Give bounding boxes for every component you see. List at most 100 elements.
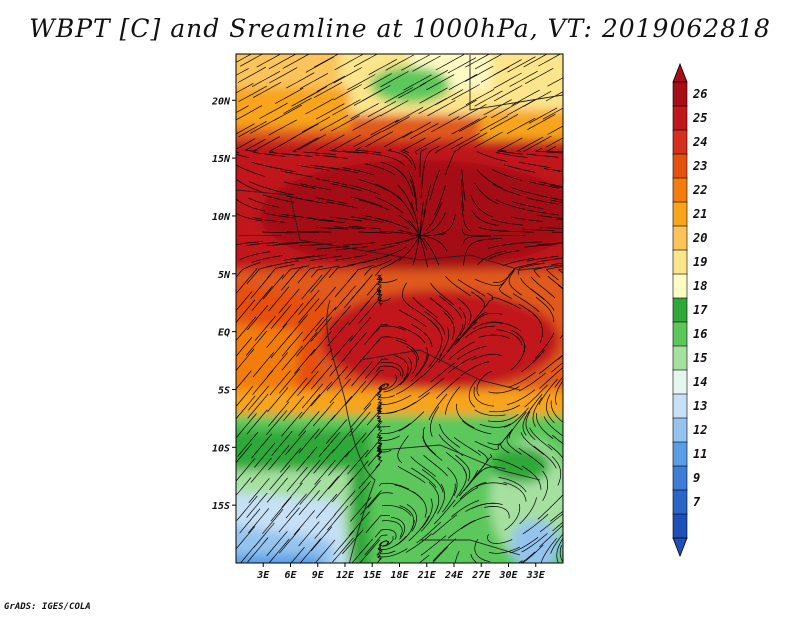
streamline <box>465 89 495 106</box>
streamline <box>290 546 305 563</box>
streamline <box>457 345 487 360</box>
streamline <box>236 82 254 94</box>
streamline <box>299 538 322 563</box>
streamline <box>494 85 523 102</box>
streamline <box>236 370 252 390</box>
streamline <box>316 134 345 151</box>
streamline <box>376 553 393 563</box>
streamline <box>236 146 250 159</box>
streamline <box>539 367 563 389</box>
streamline <box>511 187 543 197</box>
streamline <box>521 533 548 553</box>
streamline <box>418 377 445 398</box>
streamline <box>367 101 396 118</box>
streamline <box>547 125 563 135</box>
streamline <box>410 456 436 477</box>
streamline <box>419 201 424 234</box>
streamline <box>527 209 559 216</box>
streamline <box>546 393 555 424</box>
streamline <box>329 305 351 331</box>
streamline <box>314 539 336 563</box>
streamline <box>262 274 285 300</box>
streamline <box>509 70 538 87</box>
lat-tick-label: EQ <box>218 328 230 339</box>
streamline <box>286 72 315 89</box>
streamline <box>268 54 297 70</box>
lon-tick-label: 9E <box>312 570 325 581</box>
streamline <box>344 380 367 406</box>
streamline <box>377 336 407 343</box>
streamline <box>331 427 354 453</box>
streamline <box>452 487 479 508</box>
streamline <box>390 516 406 540</box>
streamline <box>252 217 285 223</box>
streamline <box>266 477 288 503</box>
streamline <box>203 107 231 122</box>
streamline <box>394 355 409 380</box>
streamline <box>266 410 288 436</box>
streamline <box>395 375 423 395</box>
streamline <box>299 393 321 419</box>
streamline <box>523 135 552 152</box>
streamline <box>550 400 563 423</box>
streamline <box>275 87 304 104</box>
streamline <box>299 72 329 90</box>
streamline <box>278 288 300 314</box>
streamline <box>333 67 362 84</box>
streamline <box>487 243 520 249</box>
colorbar-swatch <box>672 393 688 419</box>
streamline <box>348 511 370 537</box>
streamline <box>347 74 376 91</box>
streamline <box>331 115 360 132</box>
streamline <box>512 293 540 313</box>
lon-tick-label: 18E <box>390 570 409 581</box>
streamline <box>334 54 363 71</box>
streamline <box>280 447 302 473</box>
streamline <box>364 131 394 148</box>
streamline <box>236 123 255 135</box>
streamline <box>366 244 398 252</box>
streamline <box>342 150 375 155</box>
streamline <box>402 137 426 154</box>
streamline <box>540 537 557 563</box>
streamline <box>236 105 263 121</box>
streamline <box>291 137 319 152</box>
streamline <box>376 246 407 260</box>
streamline <box>428 393 448 421</box>
lon-tick-label: 33E <box>526 570 546 581</box>
streamline <box>236 495 258 521</box>
streamline <box>456 403 475 429</box>
streamline <box>298 86 328 103</box>
streamline <box>262 186 294 196</box>
streamline <box>375 196 404 214</box>
streamline <box>423 454 448 477</box>
streamline <box>570 164 602 169</box>
streamline <box>387 148 413 165</box>
colorbar-swatch <box>672 105 688 131</box>
streamline <box>236 138 256 153</box>
streamline <box>470 194 493 218</box>
streamline <box>492 169 523 181</box>
streamline <box>470 553 478 563</box>
streamline <box>326 166 358 174</box>
streamline <box>412 55 441 72</box>
streamline <box>458 307 467 337</box>
streamline <box>365 514 391 534</box>
streamline <box>457 279 486 297</box>
streamline <box>432 546 448 563</box>
streamline <box>298 490 320 516</box>
streamline <box>536 214 563 219</box>
streamline <box>358 231 391 234</box>
streamline <box>448 73 478 91</box>
streamline <box>423 212 446 235</box>
streamline <box>476 370 493 397</box>
streamline <box>447 57 477 74</box>
streamline <box>236 299 256 324</box>
streamline <box>236 179 266 194</box>
streamline <box>410 201 420 233</box>
streamline <box>333 226 366 230</box>
streamline <box>462 420 492 435</box>
streamline <box>374 257 402 277</box>
streamline <box>246 492 268 518</box>
streamline <box>252 352 274 378</box>
